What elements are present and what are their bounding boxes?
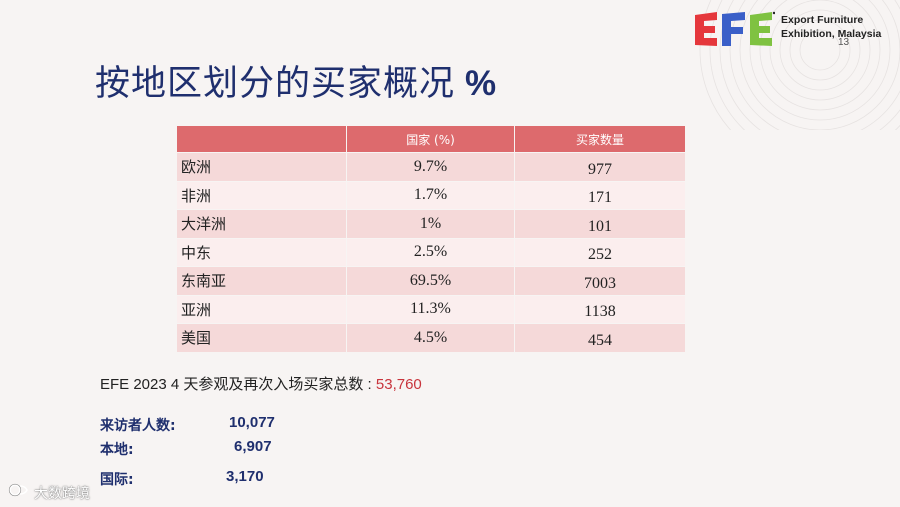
international-value: 3,170	[226, 468, 264, 485]
watermark-text: 大数跨境	[34, 486, 90, 502]
table-row: 大洋洲 1% 101	[177, 210, 685, 239]
cell-region: 中东	[181, 243, 212, 262]
page-number: 13	[838, 37, 850, 48]
cell-region: 东南亚	[181, 272, 227, 291]
local-value: 6,907	[234, 438, 272, 455]
logo-brand-line-2: Exhibition, Malaysia	[781, 28, 882, 40]
table-row: 美国 4.5% 454	[177, 324, 685, 353]
cell-percent: 1.7%	[346, 181, 515, 209]
cell-percent: 2.5%	[346, 238, 515, 266]
table-row: 非洲 1.7% 171	[177, 181, 685, 210]
cell-percent: 69.5%	[346, 267, 515, 295]
header-cell-percent: 国家 (%)	[346, 126, 515, 152]
cell-buyers: 101	[588, 217, 612, 235]
cell-percent: 9.7%	[346, 153, 515, 181]
cell-buyers: 7003	[584, 274, 616, 292]
decorative-rings	[699, 0, 900, 130]
cell-buyers: 454	[588, 331, 612, 349]
total-buyers-summary: EFE 2023 4 天参观及再次入场买家总数 : 53,760	[100, 373, 422, 394]
cell-buyers: 252	[588, 246, 612, 264]
cell-region: 美国	[181, 329, 212, 348]
cell-percent: 4.5%	[346, 324, 515, 352]
page-title: 按地区划分的买家概况%	[95, 55, 497, 106]
header-cell-region	[177, 126, 346, 152]
cell-percent: 1%	[346, 210, 515, 238]
cell-region: 欧洲	[181, 158, 212, 177]
table-row: 东南亚 69.5% 7003	[177, 267, 685, 296]
watermark-icon	[8, 482, 30, 502]
visitors-label: 来访者人数:	[100, 418, 176, 434]
international-label: 国际:	[100, 472, 134, 488]
watermark: 大数跨境	[8, 482, 90, 503]
header-cell-buyers: 买家数量	[575, 132, 624, 147]
total-buyers-label: EFE 2023 4 天参观及再次入场买家总数 :	[100, 376, 376, 393]
table-header-row: 国家 (%) 买家数量	[177, 126, 685, 153]
cell-region: 大洋洲	[181, 215, 227, 234]
buyers-by-region-table: 国家 (%) 买家数量 欧洲 9.7% 977 非洲 1.7% 171 大洋洲 …	[177, 126, 685, 353]
table-row: 欧洲 9.7% 977	[177, 153, 685, 182]
table-row: 亚洲 11.3% 1138	[177, 295, 685, 324]
local-label: 本地:	[100, 442, 134, 458]
total-buyers-value: 53,760	[375, 376, 422, 393]
page-title-text: 按地区划分的买家概况	[95, 64, 456, 104]
cell-region: 非洲	[181, 186, 212, 205]
page-title-suffix: %	[465, 64, 498, 103]
cell-buyers: 977	[588, 160, 612, 178]
cell-buyers: 171	[588, 189, 612, 207]
cell-buyers: 1138	[584, 303, 616, 321]
table-row: 中东 2.5% 252	[177, 238, 685, 267]
logo-brand-line-1: Export Furniture	[781, 14, 864, 26]
cell-percent: 11.3%	[346, 295, 515, 323]
visitors-value: 10,077	[229, 414, 275, 431]
efe-logo: Export Furniture Exhibition, Malaysia	[693, 9, 893, 49]
efe-logo-mark	[695, 11, 775, 46]
cell-region: 亚洲	[181, 300, 212, 319]
